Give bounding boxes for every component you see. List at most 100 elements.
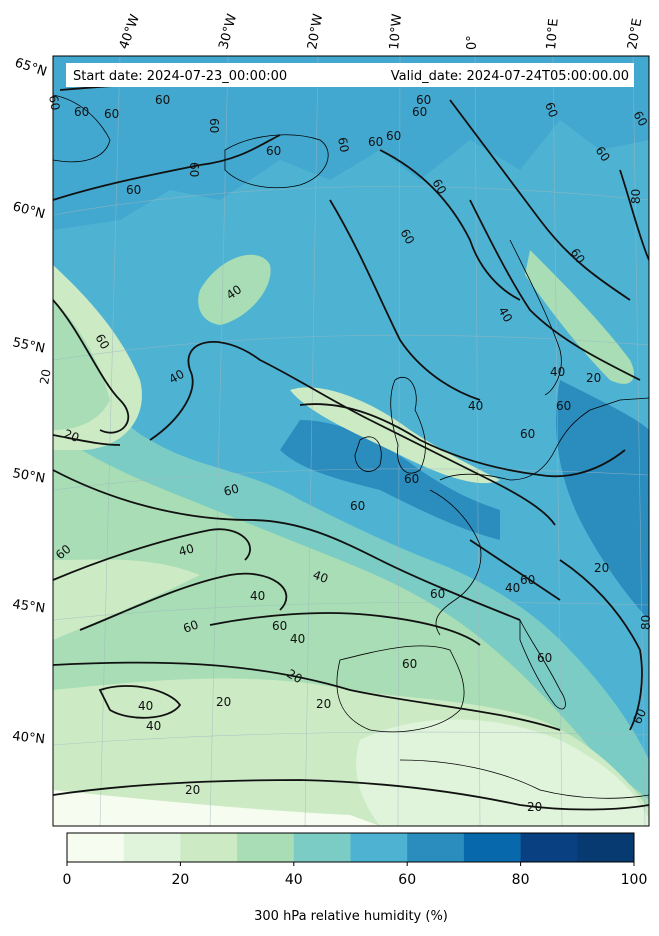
colorbar-segment <box>123 833 181 862</box>
contour-label: 60 <box>92 332 112 352</box>
contour-label: 60 <box>266 144 281 158</box>
contour-label: 60 <box>222 481 240 498</box>
field-70-80-east <box>556 380 649 620</box>
iberia-coast <box>336 645 465 733</box>
graticule <box>53 56 649 826</box>
lon-label: 20°W <box>305 13 326 51</box>
colorbar-label: 300 hPa relative humidity (%) <box>254 909 448 924</box>
colorbar-segment <box>293 833 351 862</box>
contour-label: 20 <box>185 783 200 797</box>
contour-label-group: 60 40 40 20 60 60 40 40 40 60 60 40 60 2… <box>37 93 653 814</box>
contour-60-c <box>53 528 251 581</box>
contour-label: 40 <box>138 699 153 713</box>
contour-label: 80 <box>629 189 643 204</box>
contour-40-b <box>53 469 521 621</box>
colorbar-tick-label: 100 <box>621 872 648 888</box>
lon-label: 10°E <box>544 18 562 50</box>
colorbar-segment <box>407 833 465 862</box>
contour-60-d <box>209 612 481 646</box>
contour-label: 60 <box>430 587 445 601</box>
contour-label: 20 <box>527 800 542 814</box>
colorbar-tick-label: 40 <box>285 872 303 888</box>
france-coast <box>429 489 482 636</box>
contour-60-a <box>53 299 130 434</box>
contour-60-g <box>53 134 281 201</box>
contour-label: 20 <box>594 561 609 575</box>
contour-label: 60 <box>335 136 351 153</box>
contour-40-g <box>469 539 561 601</box>
contour-60-b <box>299 403 626 478</box>
contour-label: 60 <box>630 109 650 129</box>
contour-label: 60 <box>542 100 560 119</box>
field-0-10-sahara <box>53 790 380 826</box>
contour-label: 40 <box>311 568 330 586</box>
contour-label: 60 <box>46 94 62 111</box>
lat-label: 40°N <box>12 729 46 747</box>
contour-label: 60 <box>416 93 431 107</box>
field-70-80-north <box>53 56 649 230</box>
field-10-20-iberia <box>356 719 649 826</box>
lon-label: 10°W <box>387 13 405 50</box>
colorbar-segment <box>237 833 295 862</box>
contour-label: 20 <box>37 368 53 385</box>
coastlines <box>53 94 649 799</box>
europe-coast <box>439 397 649 481</box>
contour-label: 40 <box>167 367 187 387</box>
contour-40-c <box>79 572 288 631</box>
greenland-coast <box>53 94 111 163</box>
italy-coast <box>519 619 566 710</box>
contour-60-e <box>379 149 521 301</box>
longitude-labels: 40°W 30°W 20°W 10°W 0° 10°E 20°E <box>117 12 646 51</box>
contour-label: 20 <box>316 697 331 711</box>
colorbar-tick-label: 20 <box>171 872 189 888</box>
iceland-coast <box>224 134 329 189</box>
contour-label: 60 <box>397 227 417 247</box>
contour-label: 20 <box>285 666 305 686</box>
field-30-40-scandinavia <box>525 250 634 384</box>
latitude-labels: 65°N 60°N 55°N 50°N 45°N 40°N <box>11 56 49 748</box>
colorbar-ticks: 0 20 40 60 80 100 <box>63 862 648 888</box>
contour-label: 40 <box>468 399 483 413</box>
map-frame <box>52 55 650 827</box>
contour-40-e <box>329 199 481 401</box>
contour-label: 60 <box>429 177 449 197</box>
field-30-40-atlantic <box>53 300 110 430</box>
contour-label: 60 <box>386 129 401 143</box>
contour-label: 40 <box>177 541 195 558</box>
colorbar-tick-label: 0 <box>63 872 72 888</box>
contour-40-f <box>469 199 641 381</box>
lat-label: 60°N <box>11 199 47 222</box>
north-africa-coast <box>399 759 649 799</box>
contour-label: 60 <box>520 573 535 587</box>
field-30-40-north-blob <box>198 254 271 325</box>
contour-60-f <box>449 99 631 301</box>
humidity-field <box>53 56 649 826</box>
contour-60-i <box>559 559 643 731</box>
contour-label: 60 <box>104 107 119 121</box>
contour-label: 60 <box>520 427 535 441</box>
contour-label: 60 <box>556 399 571 413</box>
contour-20-c <box>53 779 649 811</box>
colorbar-segment <box>463 833 522 862</box>
contour-label: 20 <box>586 371 601 385</box>
colorbar-segment <box>350 833 408 862</box>
contour-40-d <box>98 685 182 719</box>
contour-label: 20 <box>216 695 231 709</box>
lon-label: 30°W <box>216 12 240 51</box>
lat-label: 50°N <box>11 466 46 486</box>
contour-label: 40 <box>550 365 565 379</box>
contour-label: 40 <box>290 632 305 646</box>
colorbar-tick-label: 60 <box>398 872 416 888</box>
contour-label: 60 <box>155 93 170 107</box>
contour-80-east <box>619 169 649 261</box>
contour-label: 60 <box>630 707 649 727</box>
britain-coast <box>390 377 426 474</box>
contour-label: 40 <box>146 719 161 733</box>
lat-label: 45°N <box>11 597 46 616</box>
colorbar-segment <box>577 833 635 862</box>
contour-label: 60 <box>412 105 427 119</box>
contour-label: 60 <box>207 118 221 133</box>
contour-label: 60 <box>404 472 419 486</box>
start-date-label: Start date: 2024-07-23_00:00:00 <box>73 69 287 84</box>
